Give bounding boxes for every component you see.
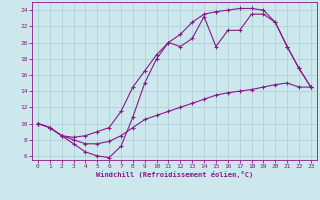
X-axis label: Windchill (Refroidissement éolien,°C): Windchill (Refroidissement éolien,°C) (96, 171, 253, 178)
